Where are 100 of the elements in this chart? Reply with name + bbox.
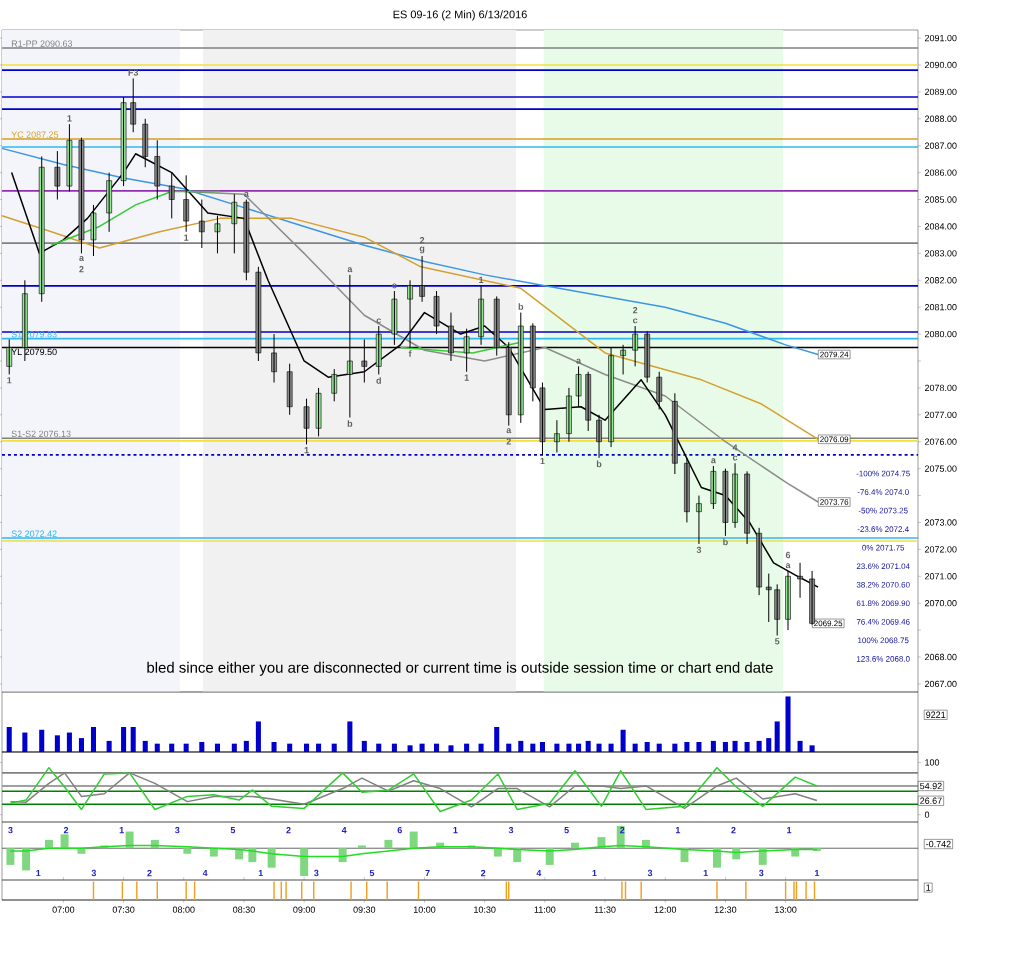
x-tick-label: 11:00 [534,906,556,913]
y-tick-label: 2077.00 [924,411,957,418]
y-tick-label: 2067.00 [924,680,957,688]
annotation: 3 [91,869,97,877]
annotation: 3 [647,869,653,877]
x-tick-label: 10:30 [474,906,496,913]
ref-line-label: S2 2072.42 [11,530,57,537]
annotation: c [732,455,738,461]
text: -0.742 [926,840,951,848]
annotation: a [506,428,512,434]
x-tick-label: 07:00 [52,906,75,913]
annotation: 2 [147,869,152,877]
y-tick-label: 2081.00 [924,303,957,311]
annotation: 54.92 [920,782,942,790]
x-tick-label: 08:00 [172,906,195,913]
y-tick-label: 2070.00 [924,600,957,607]
ref-line-label: YL 2079.50 [11,348,57,356]
y-tick-label: 2078.00 [924,384,957,392]
annotation: 5 [369,869,375,877]
annotation: 2 [79,266,84,273]
x-tick-label: 10:00 [413,906,436,913]
annotation: 3 [696,546,702,554]
y-tick-label: 2072.00 [924,546,957,553]
annotation: b [518,303,524,310]
y-tick-label: 2084.00 [924,223,957,230]
annotation: d [376,377,381,384]
x-tick-label: 08:30 [233,906,255,913]
annotation: c [376,318,381,324]
x-tick-label: 11:30 [594,906,616,913]
annotation: 5 [774,638,780,645]
annotation: 1 [814,869,820,877]
annotation: 1 [36,869,41,877]
annotation: 7 [425,869,430,877]
text: 9221 [926,711,946,718]
annotation: 5 [230,826,236,834]
y-tick-label: 100 [925,759,940,766]
annotation: 3 [508,826,514,834]
y-tick-label: 2090.00 [924,61,957,69]
y-tick-label: 2085.00 [924,196,957,203]
y-tick-label: 2073.00 [924,519,957,526]
y-tick-label: 2087.00 [924,142,957,149]
x-tick-label: 07:30 [112,906,135,913]
annotation: 1 [787,827,792,834]
y-tick-label: 2080.00 [924,330,957,338]
x-tick-label: 12:00 [654,906,677,913]
x-tick-label: 09:30 [353,906,376,913]
x-tick-label: 12:30 [714,906,737,913]
annotation: a [347,267,353,273]
annotation: 1 [119,827,124,834]
annotation: 1 [453,827,458,834]
y-tick-label: 2088.00 [924,115,957,122]
annotation: c [632,318,638,324]
annotation: bled since either you are disconnected or current time is outside session time or chart end date [147,661,773,676]
annotation: a [785,563,791,569]
annotation: 3 [758,869,764,877]
y-tick-label: 2089.00 [924,88,957,96]
annotation: 1 [7,377,12,384]
annotation: 2 [481,869,486,877]
annotation: 1 [258,869,263,877]
text: 1 [926,884,931,891]
x-tick-label: 13:00 [775,906,797,913]
annotation: b [347,420,353,427]
annotation: 6 [785,551,791,559]
annotation: F3 [128,69,139,76]
annotation: e [392,283,397,289]
annotation: 4 [536,869,542,877]
annotation: 1 [592,869,597,877]
y-tick-label: 2091.00 [924,34,957,42]
annotation: 2 [731,826,736,834]
annotation: 2 [63,826,69,834]
annotation: f [408,350,412,357]
annotation: 1 [184,234,189,241]
annotation: 1 [540,457,545,465]
annotation: 1 [675,827,681,834]
annotation: 6 [397,826,402,834]
annotation: 2 [419,237,425,244]
annotation: 2 [506,438,511,445]
annotation: 5 [564,826,569,834]
y-tick-label: 2086.00 [924,169,957,176]
annotation: a [79,256,84,261]
annotation: 1 [479,276,484,283]
y-tick-label: 2075.00 [924,465,957,472]
annotation: 2 [286,826,291,834]
y-tick-label: 2071.00 [924,573,957,580]
annotation: 2 [632,307,638,314]
y-tick-label: 2076.00 [924,438,957,445]
annotation: g [419,246,425,254]
annotation: 1 [464,374,469,381]
annotation: b [596,460,602,468]
annotation: a [576,358,582,364]
x-tick-label: 09:00 [293,906,315,913]
annotation: 1 [67,115,72,122]
annotation: 4 [202,869,208,877]
y-tick-label: 2082.00 [924,277,957,284]
chart-title: ES 09-16 (2 Min) 6/13/2016 [393,10,527,21]
annotation: 2 [620,826,625,834]
annotation: 3 [175,826,180,834]
annotation: 26.67 [920,797,942,804]
annotation: a [244,191,249,197]
annotation: 3 [8,826,13,834]
